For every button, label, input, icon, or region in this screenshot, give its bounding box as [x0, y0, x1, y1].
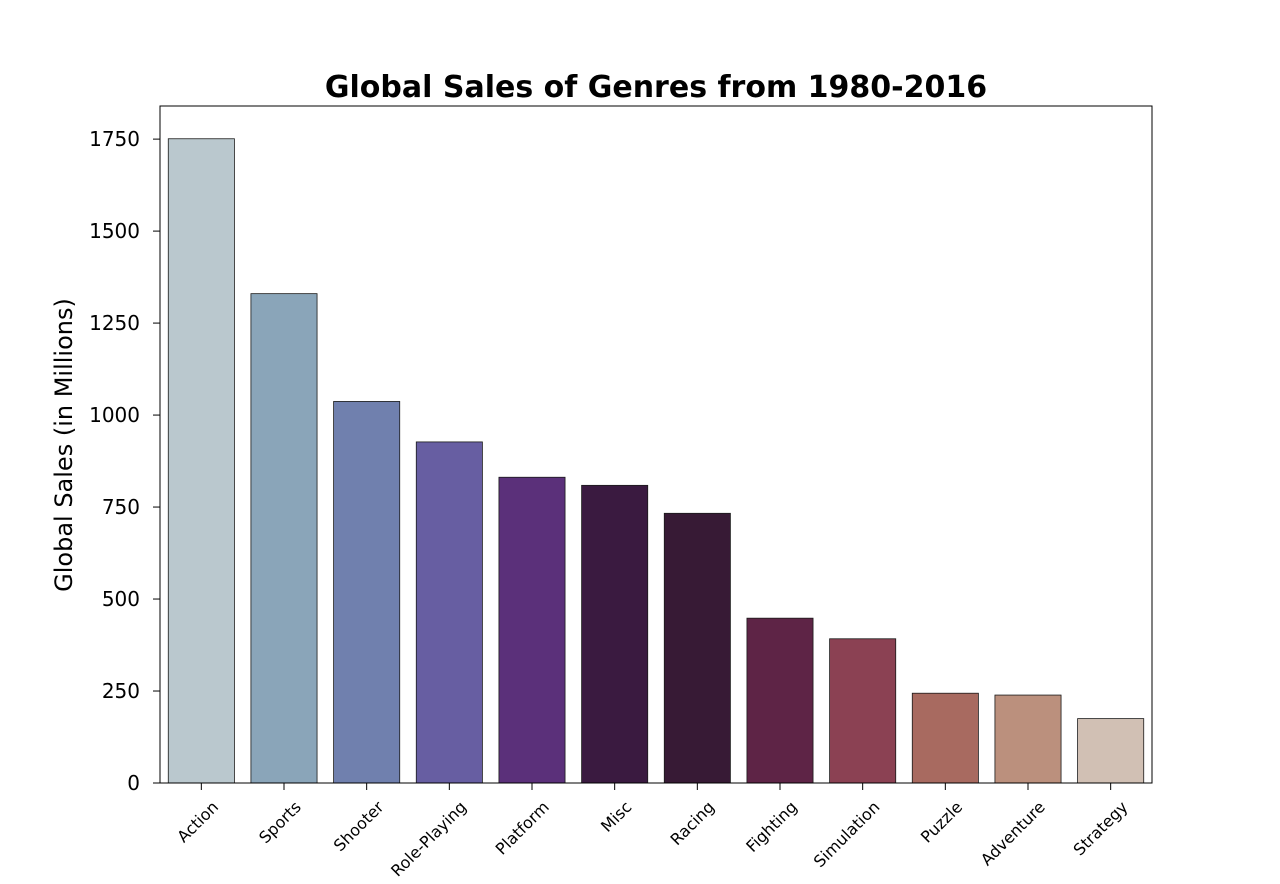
x-tick-label: Fighting [742, 797, 801, 856]
x-tick-label: Racing [666, 797, 718, 849]
y-tick-label: 1500 [89, 219, 140, 243]
x-tick-label: Simulation [810, 797, 884, 871]
bar-action [167, 138, 235, 784]
bar-role-playing [415, 441, 483, 784]
x-tick-label: Action [173, 797, 222, 846]
x-tick-label: Platform [492, 797, 553, 858]
plot-frame [159, 105, 1153, 784]
bar-racing [663, 512, 731, 784]
y-tick-label: 1250 [89, 311, 140, 335]
bar-simulation [829, 638, 897, 784]
x-tick-label: Puzzle [917, 797, 966, 846]
bar-shooter [333, 401, 401, 784]
x-tick-label: Role-Playing [387, 797, 470, 880]
bar-misc [581, 484, 649, 784]
y-tick-label: 500 [102, 587, 140, 611]
y-axis-label: Global Sales (in Millions) [50, 298, 78, 592]
y-tick-label: 0 [127, 771, 140, 795]
y-tick-label: 250 [102, 679, 140, 703]
y-axis-ticks: 0 250 500 750 1000 1250 1500 1750 [89, 127, 160, 795]
y-tick-label: 1000 [89, 403, 140, 427]
bar-sports [250, 293, 318, 784]
x-axis-ticks: Action Sports Shooter Role-Playing Platform M… [173, 783, 1131, 880]
y-tick-label: 1750 [89, 127, 140, 151]
y-tick-label: 750 [102, 495, 140, 519]
x-tick-label: Misc [597, 797, 635, 835]
bar-platform [498, 476, 566, 784]
x-tick-label: Strategy [1070, 797, 1132, 859]
bar-adventure [994, 694, 1062, 784]
x-tick-label: Shooter [330, 797, 388, 855]
bar-fighting [746, 617, 814, 784]
chart-title: Global Sales of Genres from 1980-2016 [325, 70, 987, 105]
bars-layer [167, 138, 1145, 784]
x-tick-label: Adventure [977, 797, 1049, 869]
bar-puzzle [911, 692, 979, 784]
bar-strategy [1077, 718, 1145, 784]
x-tick-label: Sports [255, 797, 305, 847]
